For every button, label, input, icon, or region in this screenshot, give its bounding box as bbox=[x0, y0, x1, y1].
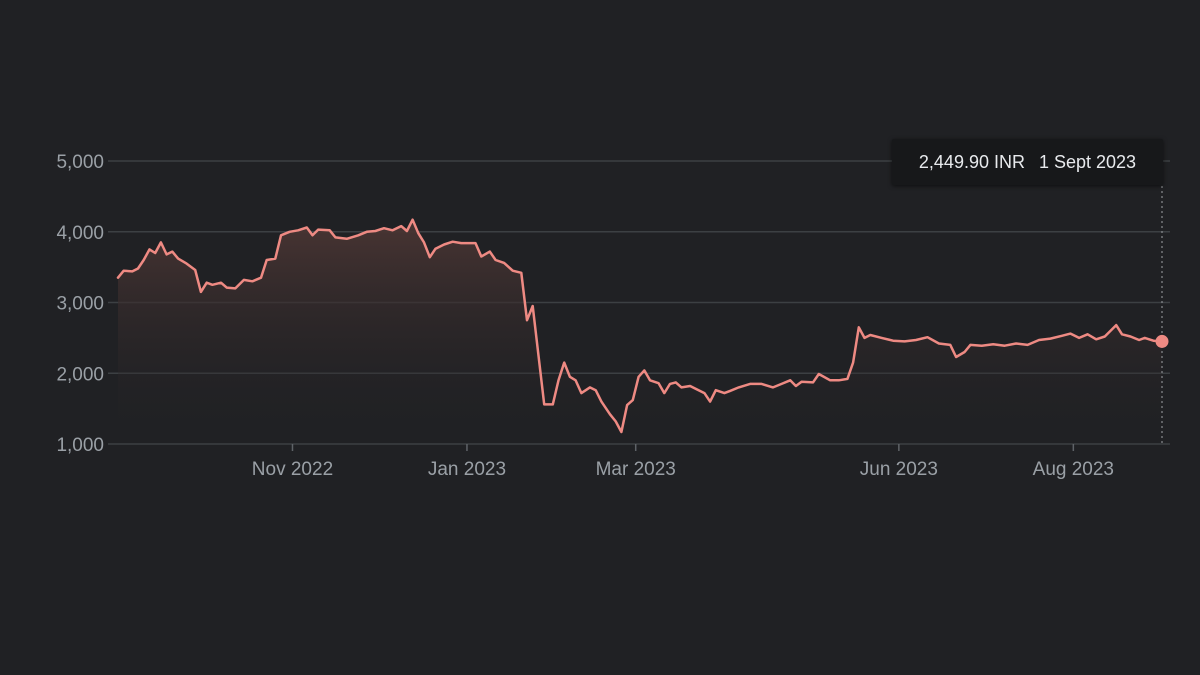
x-axis: Nov 2022 Jan 2023 Mar 2023 Jun 2023 Aug 2023 bbox=[252, 444, 1114, 480]
price-area bbox=[118, 219, 1162, 444]
price-tooltip: 2,449.90 INR 1 Sept 2023 bbox=[892, 139, 1163, 185]
hover-point bbox=[1155, 334, 1169, 348]
hover-layer bbox=[1155, 186, 1169, 444]
y-tick-label: 4,000 bbox=[56, 223, 104, 244]
y-tick-label: 2,000 bbox=[56, 364, 104, 385]
price-line-layer bbox=[116, 218, 1164, 434]
x-tick-label: Nov 2022 bbox=[252, 459, 333, 480]
price-line bbox=[116, 218, 1164, 434]
tooltip-date: 1 Sept 2023 bbox=[1038, 151, 1137, 172]
y-tick-label: 5,000 bbox=[56, 152, 104, 173]
x-tick-label: Mar 2023 bbox=[596, 459, 676, 480]
x-tick-label: Aug 2023 bbox=[1033, 459, 1114, 480]
y-axis: 1,000 2,000 3,000 4,000 5,000 bbox=[56, 152, 104, 456]
tooltip-price: 2,449.90 INR bbox=[918, 151, 1025, 172]
y-tick-label: 1,000 bbox=[56, 435, 104, 456]
y-tick-label: 3,000 bbox=[56, 294, 104, 315]
x-tick-label: Jun 2023 bbox=[860, 459, 938, 480]
x-tick-label: Jan 2023 bbox=[428, 459, 506, 480]
price-area-fill bbox=[118, 219, 1162, 444]
